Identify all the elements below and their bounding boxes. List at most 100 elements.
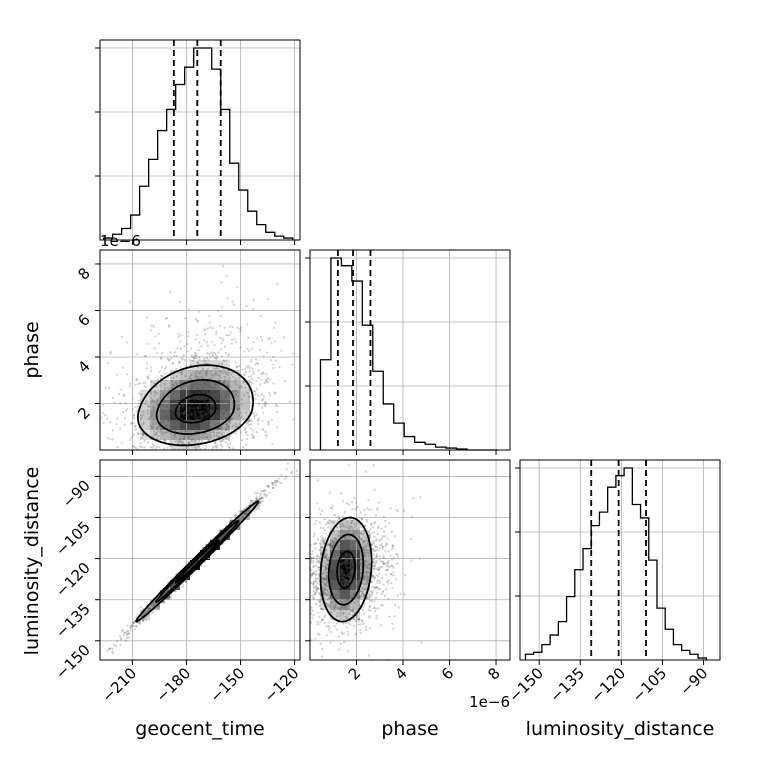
scatter-point (266, 337, 270, 340)
scatter-point (165, 425, 168, 428)
scatter-point (329, 594, 332, 597)
scatter-point (347, 548, 350, 551)
scatter-point (143, 446, 146, 449)
scatter-point (356, 600, 359, 603)
scatter-point (325, 555, 328, 558)
scatter-point (192, 419, 195, 422)
scatter-point (373, 531, 376, 534)
scatter-point (328, 543, 331, 547)
scatter-point (344, 579, 347, 582)
scatter-point (328, 621, 331, 624)
scatter-point (343, 556, 346, 559)
scatter-point (200, 423, 203, 426)
scatter-point (241, 516, 244, 519)
scatter-point (360, 533, 364, 536)
scatter-point (106, 649, 109, 653)
scatter-point (198, 356, 201, 359)
scatter-point (328, 595, 331, 599)
scatter-point (184, 580, 188, 584)
scatter-point (134, 405, 137, 409)
grid-layer (100, 40, 720, 660)
scatter-point (204, 413, 207, 416)
scatter-point (233, 380, 236, 383)
scatter-point (205, 445, 208, 448)
scatter-point (188, 398, 191, 401)
scatter-point (328, 544, 331, 547)
scatter-point (372, 565, 375, 568)
scatter-point (211, 416, 214, 419)
scatter-point (185, 430, 189, 433)
scatter-point (313, 593, 316, 596)
scatter-point (236, 407, 239, 410)
scatter-point (227, 529, 230, 532)
scatter-point (366, 579, 369, 582)
scatter-point (347, 553, 350, 557)
scatter-point (195, 357, 198, 360)
scatter-point (348, 612, 351, 615)
scatter-point (327, 597, 330, 600)
scatter-point (363, 594, 366, 597)
scatter-point (224, 396, 227, 399)
scatter-point (223, 375, 226, 378)
scatter-point (127, 636, 130, 639)
scatter-point (363, 551, 366, 555)
scatter-point (250, 433, 253, 436)
scatter-point (234, 361, 237, 364)
scatter-point (229, 442, 232, 445)
scatter-point (248, 423, 251, 427)
scatter-point (356, 585, 359, 588)
scatter-point (346, 547, 349, 550)
scatter-point (176, 420, 179, 423)
scatter-point (161, 352, 164, 355)
scatter-point (332, 541, 335, 544)
scatter-point (138, 622, 141, 625)
scatter-point (123, 394, 126, 398)
scatter-point (209, 435, 212, 438)
scatter-point (125, 341, 128, 344)
scatter-point (314, 542, 317, 545)
scatter-point (316, 582, 319, 585)
scatter-point (252, 436, 255, 439)
scatter-point (317, 573, 320, 576)
scatter-point (364, 544, 367, 548)
scatter-point (322, 589, 325, 592)
scatter-point (324, 586, 327, 589)
scatter-point (207, 405, 210, 409)
scatter-point (343, 632, 346, 635)
scatter-point (185, 379, 189, 382)
scatter-point (208, 401, 211, 404)
scatter-point (257, 403, 260, 406)
scatter-point (186, 426, 189, 429)
scatter-point (116, 417, 119, 420)
scatter-point (230, 338, 233, 341)
scatter-point (376, 532, 379, 536)
scatter-point (220, 440, 223, 443)
scatter-point (365, 518, 368, 521)
scatter-point (201, 414, 204, 417)
scatter-point (371, 590, 374, 593)
scatter-point (141, 433, 145, 436)
scatter-point (255, 358, 258, 361)
scatter-point (204, 406, 207, 409)
scatter-point (263, 492, 266, 496)
scatter-point (204, 361, 207, 365)
scatter-point (375, 573, 378, 576)
scatter-point (292, 418, 295, 421)
scatter-point (330, 611, 333, 614)
scatter-point (352, 532, 355, 535)
scatter-point (148, 607, 152, 610)
scatter-point (331, 566, 334, 569)
scatter-point (208, 352, 211, 356)
scatter-point (340, 594, 343, 597)
scatter-point (233, 389, 236, 392)
scatter-point (342, 611, 345, 614)
scatter-point (323, 592, 326, 595)
scatter-point (166, 426, 169, 429)
scatter-point (185, 406, 188, 409)
scatter-point (252, 308, 255, 311)
scatter-point (342, 573, 345, 576)
scatter-point (267, 423, 270, 426)
scatter-point (345, 626, 348, 629)
scatter-point (172, 361, 175, 365)
scatter-point (163, 404, 166, 407)
